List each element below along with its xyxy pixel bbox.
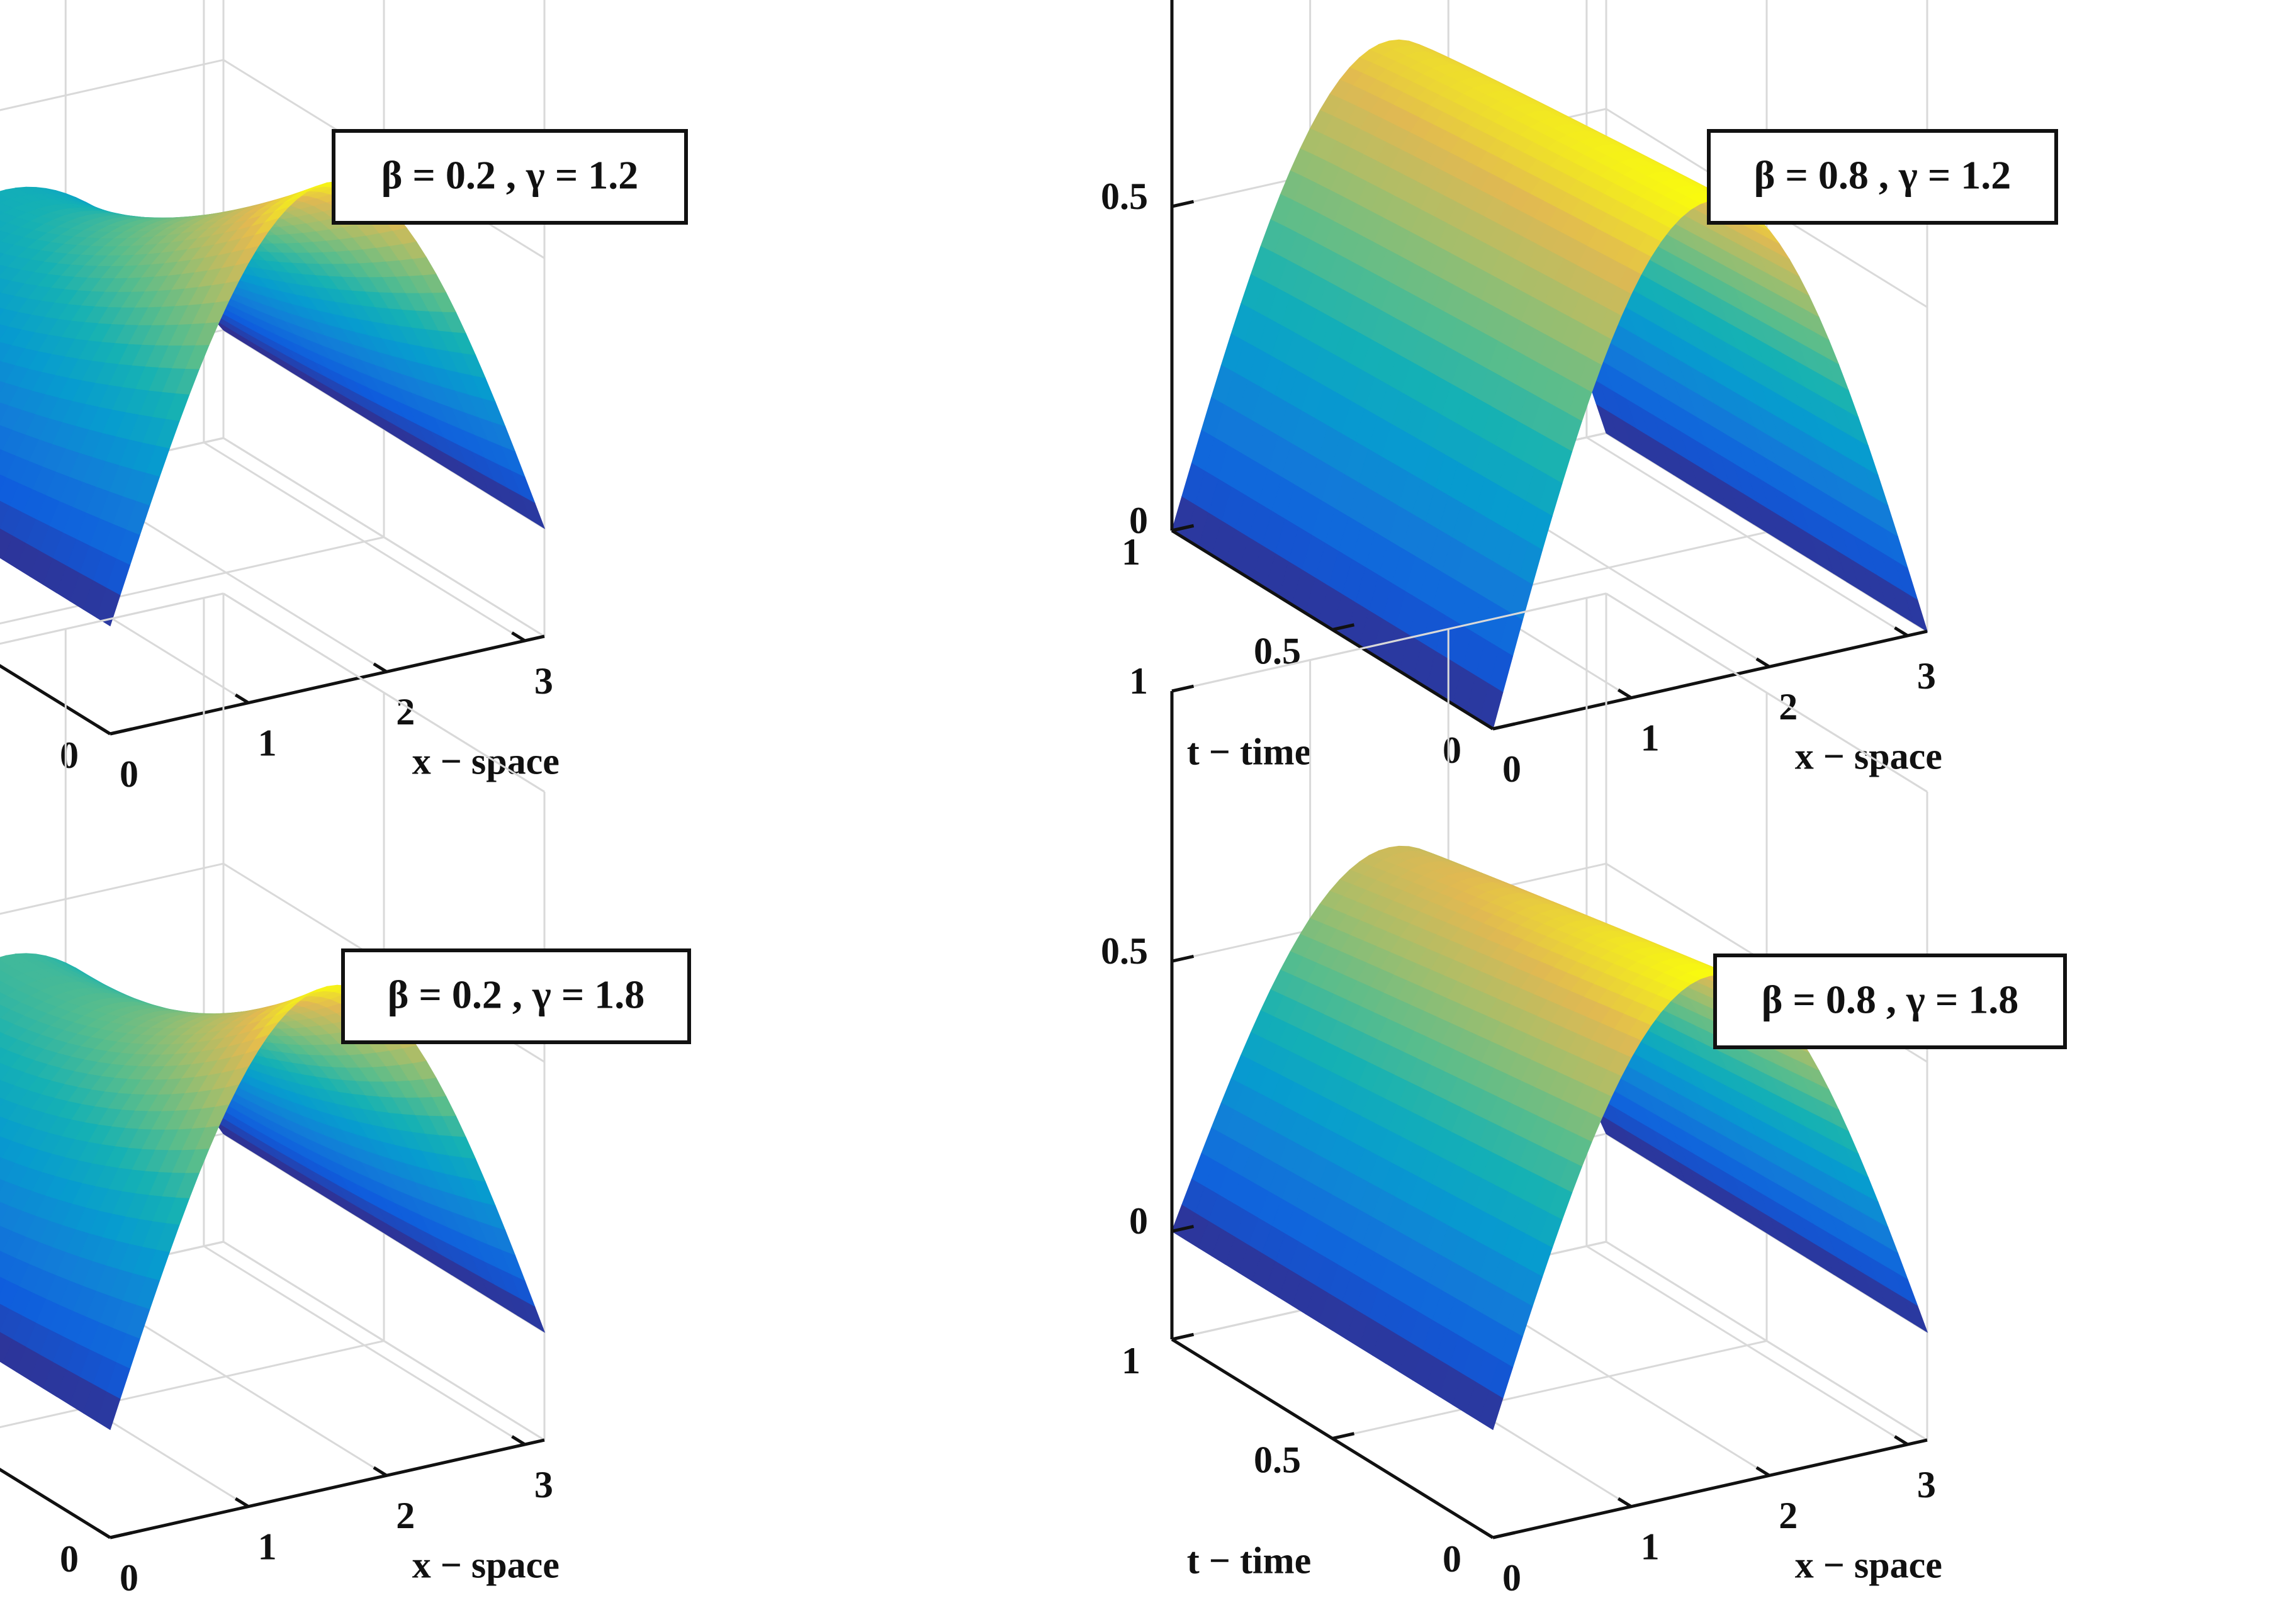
x-tick-mark <box>96 724 111 736</box>
x-tick-mark <box>373 662 388 673</box>
z-tick-label: 0 <box>1129 500 1148 541</box>
x-axis-line <box>1492 1438 1928 1539</box>
surface <box>0 953 546 1431</box>
x-axis-label: x − space <box>1795 1544 1942 1585</box>
surface <box>1171 39 1928 729</box>
legend: β = 0.2 , γ = 1.2 <box>332 129 688 225</box>
x-axis-line <box>110 1438 545 1539</box>
legend-text: β = 0.8 , γ = 1.8 <box>1762 977 2019 1022</box>
t-tick-label: 0 <box>1443 729 1461 771</box>
t-tick-mark <box>1492 722 1516 731</box>
x-tick-label: 2 <box>396 1495 415 1536</box>
x-tick-mark <box>511 1435 526 1446</box>
t-tick-label: 0.5 <box>1254 630 1301 672</box>
x-tick-label: 3 <box>534 660 553 702</box>
x-tick-mark <box>1755 1466 1770 1477</box>
x-tick-mark <box>1479 1528 1494 1539</box>
t-tick-mark <box>110 1531 133 1539</box>
x-tick-label: 2 <box>1779 1495 1798 1536</box>
t-axis-line <box>0 663 111 736</box>
z-tick-label: 0.5 <box>1101 176 1148 217</box>
t-tick-label: 0.5 <box>1254 1439 1301 1480</box>
x-axis-line <box>110 634 545 736</box>
t-tick-label: 0 <box>60 734 79 776</box>
x-tick-label: 1 <box>258 722 277 763</box>
x-tick-label: 3 <box>1917 655 1936 697</box>
x-tick-label: 0 <box>1502 1557 1521 1599</box>
x-tick-label: 0 <box>120 1557 138 1599</box>
legend: β = 0.8 , γ = 1.2 <box>1707 129 2058 225</box>
t-tick-label: 1 <box>1122 1340 1140 1381</box>
t-tick-mark <box>1332 623 1355 631</box>
t-tick-label: 0 <box>1443 1538 1461 1580</box>
x-tick-label: 1 <box>1641 1526 1660 1567</box>
surface <box>1171 845 1928 1431</box>
z-tick-mark <box>1171 524 1195 532</box>
z-tick-mark <box>1171 200 1195 208</box>
legend-box <box>332 129 688 225</box>
t-tick-mark <box>1332 1432 1355 1440</box>
t-axis-label: t − time <box>1187 731 1311 772</box>
legend: β = 0.8 , γ = 1.8 <box>1713 954 2067 1049</box>
z-tick-mark <box>1171 954 1195 963</box>
x-tick-label: 0 <box>120 753 138 795</box>
x-axis-line <box>1492 629 1928 731</box>
t-tick-label: 0 <box>60 1538 79 1580</box>
x-tick-mark <box>1755 657 1770 668</box>
x-tick-mark <box>1894 626 1909 638</box>
x-tick-mark <box>96 1528 111 1539</box>
t-tick-mark <box>1171 1332 1195 1341</box>
x-tick-label: 0 <box>1502 748 1521 790</box>
surface <box>0 181 546 627</box>
t-tick-mark <box>1492 1531 1516 1539</box>
x-tick-mark <box>511 631 526 643</box>
z-tick-label: 0.5 <box>1101 930 1148 972</box>
t-tick-label: 1 <box>1122 531 1140 573</box>
x-tick-label: 3 <box>534 1464 553 1505</box>
x-tick-mark <box>234 1497 249 1508</box>
z-tick-label: 0 <box>1129 1200 1148 1242</box>
x-tick-mark <box>373 1466 388 1477</box>
z-tick-mark <box>1171 684 1195 693</box>
legend-text: β = 0.2 , γ = 1.8 <box>388 972 645 1017</box>
x-axis-label: x − space <box>412 740 560 782</box>
x-tick-mark <box>1894 1435 1909 1446</box>
legend-text: β = 0.2 , γ = 1.2 <box>381 153 639 198</box>
x-tick-label: 1 <box>1641 717 1660 758</box>
t-tick-mark <box>110 727 133 736</box>
z-tick-label: 1 <box>1129 660 1148 702</box>
x-tick-mark <box>1617 1497 1632 1508</box>
legend-box <box>1707 129 2058 225</box>
x-tick-label: 2 <box>396 691 415 733</box>
x-tick-label: 3 <box>1917 1464 1936 1505</box>
legend: β = 0.2 , γ = 1.8 <box>341 948 691 1044</box>
x-tick-label: 1 <box>258 1526 277 1567</box>
legend-text: β = 0.8 , γ = 1.2 <box>1754 153 2012 198</box>
x-axis-label: x − space <box>412 1544 560 1585</box>
x-tick-mark <box>234 693 249 704</box>
x-tick-mark <box>1617 688 1632 699</box>
x-tick-mark <box>1479 719 1494 731</box>
t-axis-label: t − time <box>1187 1539 1311 1581</box>
